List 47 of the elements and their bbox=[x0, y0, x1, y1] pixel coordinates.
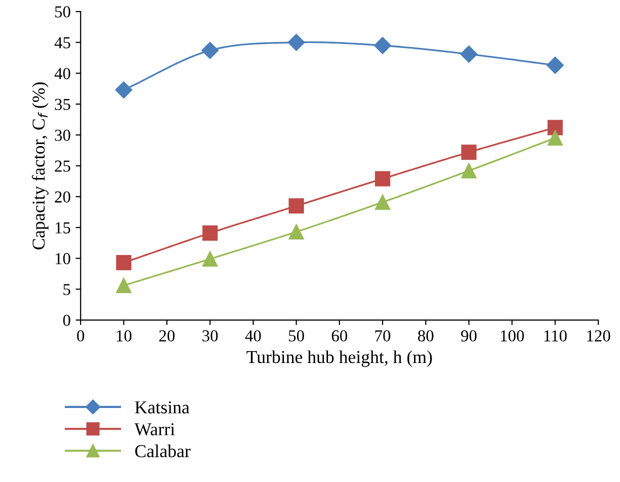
legend-label: Calabar bbox=[135, 444, 190, 458]
point bbox=[202, 251, 218, 267]
y-tick-label: 45 bbox=[54, 37, 70, 48]
point bbox=[374, 36, 392, 54]
x-tick-label: 100 bbox=[500, 330, 524, 342]
x-tick-label: 90 bbox=[461, 330, 477, 342]
x-tick-label: 20 bbox=[159, 330, 175, 342]
x-tick-label: 40 bbox=[245, 330, 261, 342]
point bbox=[201, 42, 219, 59]
point bbox=[116, 278, 132, 294]
y-tick-label: 5 bbox=[64, 284, 70, 296]
point bbox=[288, 224, 304, 240]
y-tick-label: 10 bbox=[56, 253, 70, 264]
point bbox=[116, 255, 132, 270]
point bbox=[115, 81, 132, 98]
y-tick-label: 20 bbox=[54, 191, 70, 203]
x-tick-label: 110 bbox=[544, 330, 567, 342]
y-tick-label: 30 bbox=[55, 130, 70, 141]
x-tick-label: 70 bbox=[375, 330, 390, 342]
y-tick-label: 0 bbox=[63, 314, 70, 326]
x-tick-label: 0 bbox=[77, 330, 84, 342]
y-tick-label: 40 bbox=[54, 68, 70, 80]
point bbox=[548, 120, 563, 136]
x-tick-label: 60 bbox=[332, 330, 348, 342]
y-tick-label: 35 bbox=[55, 98, 70, 110]
point bbox=[202, 225, 218, 241]
point bbox=[546, 56, 564, 74]
x-axis-title: Turbine hub height, h (m) bbox=[246, 350, 432, 367]
point bbox=[461, 163, 477, 178]
point bbox=[288, 34, 305, 51]
point bbox=[374, 171, 390, 186]
x-tick-label: 10 bbox=[116, 330, 132, 342]
y-tick-label: 50 bbox=[55, 6, 70, 18]
point bbox=[548, 130, 563, 146]
y-tick-label: 25 bbox=[54, 160, 70, 172]
x-tick-label: 120 bbox=[587, 330, 610, 342]
point bbox=[374, 194, 390, 210]
legend-label: Katsina bbox=[134, 401, 190, 414]
point bbox=[288, 198, 304, 214]
y-axis-title: Capacity factor, C$_{f}$ (%) bbox=[32, 82, 48, 250]
x-tick-label: 80 bbox=[418, 330, 434, 342]
y-tick-label: 15 bbox=[56, 222, 70, 234]
x-tick-label: 30 bbox=[202, 330, 218, 342]
x-tick-label: 50 bbox=[288, 330, 304, 342]
legend-label: Warri bbox=[134, 423, 175, 436]
point bbox=[460, 46, 478, 63]
point bbox=[461, 144, 477, 160]
